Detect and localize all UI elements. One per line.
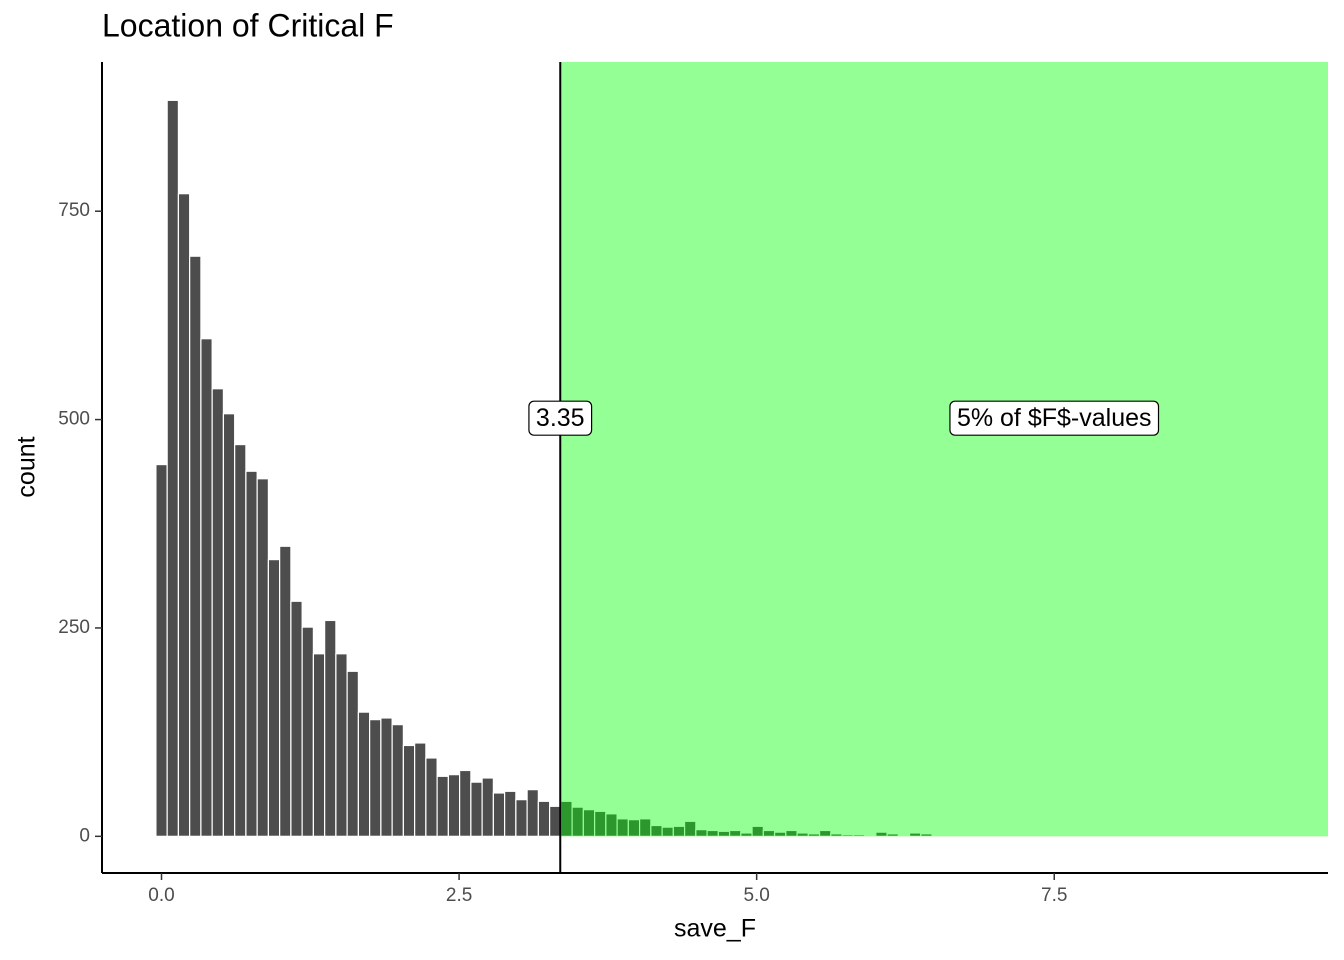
bar xyxy=(683,820,697,837)
bar xyxy=(459,769,472,837)
y-tick-label: 750 xyxy=(58,200,90,221)
bar xyxy=(436,775,449,837)
bar xyxy=(200,338,213,837)
y-axis-title: count xyxy=(13,436,41,497)
bar xyxy=(886,833,899,837)
bar xyxy=(425,757,438,837)
bar xyxy=(211,388,225,837)
x-tick-label: 2.5 xyxy=(446,885,472,906)
bar xyxy=(515,799,528,837)
bar xyxy=(234,443,247,837)
bar xyxy=(470,781,483,837)
y-tick-label: 0 xyxy=(79,825,90,846)
bar xyxy=(549,805,562,837)
bar xyxy=(504,790,517,837)
bar xyxy=(312,653,326,837)
bar xyxy=(155,463,168,837)
bar xyxy=(402,744,416,837)
bar xyxy=(492,792,506,837)
bar xyxy=(537,800,551,837)
bar xyxy=(391,724,404,837)
x-tick-label: 0.0 xyxy=(148,885,174,906)
bar xyxy=(369,719,382,837)
x-tick-label: 5.0 xyxy=(743,885,769,906)
bar xyxy=(357,711,371,837)
shaded-region xyxy=(560,62,1328,837)
x-tick-label: 7.5 xyxy=(1041,885,1067,906)
annotation-label: 3.35 xyxy=(536,404,585,432)
bar xyxy=(189,255,202,837)
bar xyxy=(414,742,427,837)
bar xyxy=(447,774,461,837)
bar xyxy=(324,619,337,837)
bar xyxy=(222,413,236,837)
chart-title: Location of Critical F xyxy=(102,7,394,43)
bar xyxy=(931,834,944,837)
bar xyxy=(346,670,359,837)
bar xyxy=(177,193,191,837)
bar xyxy=(380,717,393,837)
bar xyxy=(267,559,281,837)
annotation-label: 5% of $F$-values xyxy=(957,404,1152,432)
bar xyxy=(256,478,270,837)
bar xyxy=(279,545,292,837)
bar xyxy=(1010,834,1023,837)
bar xyxy=(166,99,180,837)
annotation-box xyxy=(528,400,593,436)
annotation-box xyxy=(949,400,1160,436)
y-tick-label: 500 xyxy=(58,409,90,430)
x-axis-title: save_F xyxy=(674,915,756,943)
bar xyxy=(301,626,314,837)
bar xyxy=(245,470,258,837)
y-tick-label: 250 xyxy=(58,617,90,638)
bar xyxy=(965,834,978,837)
bar xyxy=(526,789,539,837)
bar xyxy=(335,653,348,837)
bar xyxy=(852,834,866,837)
bar xyxy=(290,600,303,837)
bar xyxy=(481,777,494,837)
